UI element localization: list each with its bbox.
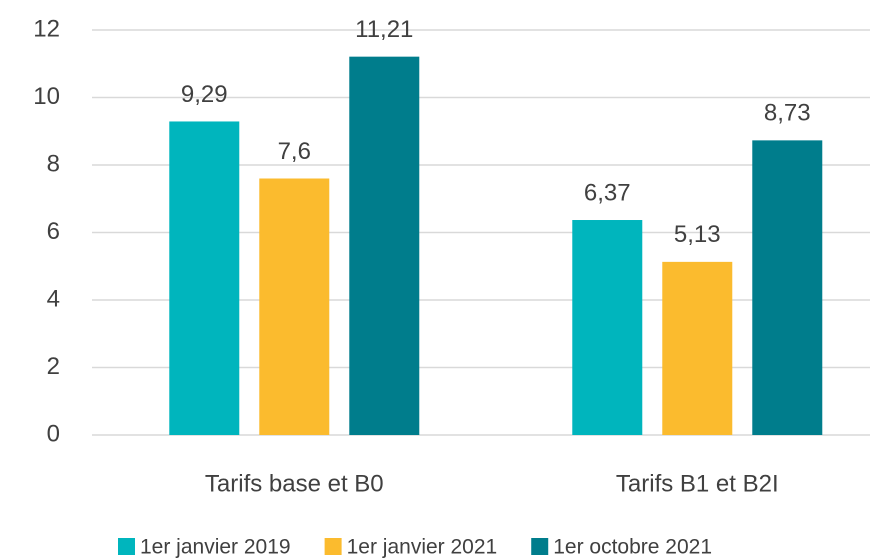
y-tick-label: 10 <box>33 83 60 110</box>
bar <box>752 140 823 436</box>
y-tick-label: 6 <box>47 218 60 245</box>
data-label: 8,73 <box>764 100 811 127</box>
y-tick-label: 2 <box>47 353 60 380</box>
legend-label: 1er janvier 2019 <box>140 536 291 559</box>
bar <box>349 56 420 435</box>
legend-label: 1er octobre 2021 <box>553 536 712 559</box>
bar <box>169 121 240 436</box>
data-label: 6,37 <box>584 179 631 206</box>
y-tick-label: 8 <box>47 150 60 177</box>
data-label: 5,13 <box>674 221 721 248</box>
legend-label: 1er janvier 2021 <box>347 536 498 559</box>
x-tick-label: Tarifs base et B0 <box>205 470 384 497</box>
data-label: 9,29 <box>181 81 228 108</box>
data-label: 11,21 <box>355 16 413 43</box>
y-tick-label: 12 <box>33 15 60 42</box>
y-tick-label: 4 <box>47 285 60 312</box>
bar <box>662 261 733 435</box>
y-tick-label: 0 <box>47 420 60 447</box>
x-tick-label: Tarifs B1 et B2I <box>616 470 779 497</box>
bar <box>572 220 643 435</box>
data-label: 7,6 <box>278 138 311 165</box>
legend-swatch <box>531 538 549 555</box>
legend-swatch <box>324 538 342 555</box>
legend-swatch <box>118 538 135 555</box>
bar <box>259 178 330 435</box>
